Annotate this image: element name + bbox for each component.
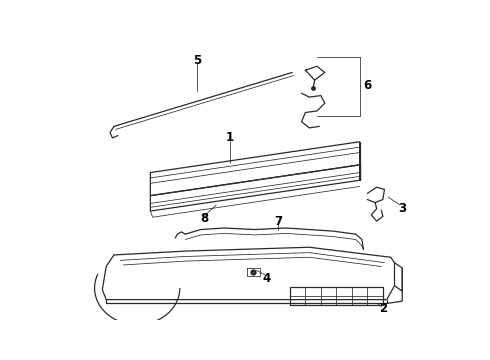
Text: 1: 1 bbox=[226, 131, 234, 144]
Text: 3: 3 bbox=[398, 202, 406, 215]
Text: 8: 8 bbox=[200, 212, 209, 225]
Text: 2: 2 bbox=[379, 302, 387, 315]
Text: 5: 5 bbox=[193, 54, 201, 67]
Text: 4: 4 bbox=[263, 271, 271, 284]
Text: 6: 6 bbox=[364, 79, 372, 92]
Text: 7: 7 bbox=[274, 215, 282, 228]
